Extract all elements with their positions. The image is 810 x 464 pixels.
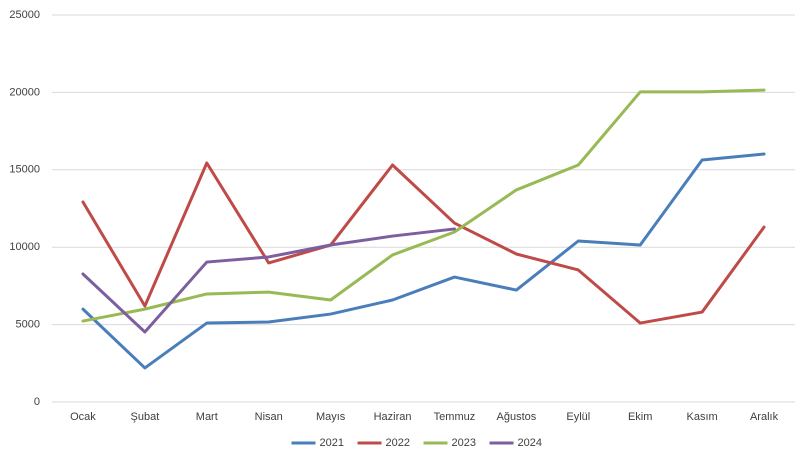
x-tick-label: Mart xyxy=(196,411,218,423)
x-tick-label: Mayıs xyxy=(316,411,346,423)
y-tick-label: 15000 xyxy=(9,164,40,176)
x-tick-label: Ağustos xyxy=(497,411,537,423)
x-tick-label: Ocak xyxy=(70,411,96,423)
x-tick-label: Temmuz xyxy=(434,411,476,423)
y-tick-label: 0 xyxy=(34,396,40,408)
x-tick-label: Haziran xyxy=(374,411,412,423)
y-tick-label: 10000 xyxy=(9,241,40,253)
x-tick-label: Ekim xyxy=(628,411,652,423)
series-line xyxy=(81,227,456,334)
y-tick-label: 20000 xyxy=(9,86,40,98)
y-tick-label: 5000 xyxy=(16,319,40,331)
y-tick-label: 25000 xyxy=(9,9,40,21)
legend-label: 2023 xyxy=(452,437,476,449)
x-tick-label: Şubat xyxy=(131,411,160,423)
x-tick-label: Kasım xyxy=(687,411,718,423)
x-tick-label: Aralık xyxy=(750,411,779,423)
legend-label: 2021 xyxy=(320,437,344,449)
x-tick-label: Eylül xyxy=(566,411,590,423)
series-line xyxy=(81,88,766,323)
legend-label: 2024 xyxy=(518,437,542,449)
x-tick-label: Nisan xyxy=(255,411,283,423)
series-line xyxy=(81,161,766,325)
series-line xyxy=(81,152,766,370)
legend-label: 2022 xyxy=(386,437,410,449)
